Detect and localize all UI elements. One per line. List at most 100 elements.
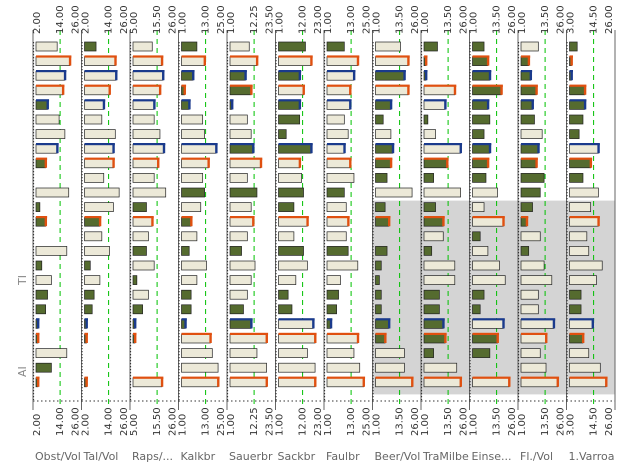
data-bar-accent <box>583 100 587 110</box>
axis-tick-label: 1.00 <box>323 12 334 34</box>
data-bar-accent <box>442 319 445 329</box>
axis-tick-label: 1.00 <box>372 12 383 34</box>
data-bar <box>423 41 438 52</box>
data-bar <box>326 333 359 344</box>
data-bar-accent <box>298 158 302 168</box>
data-bar <box>326 348 355 358</box>
data-bar-accent <box>569 157 593 160</box>
axis-tick-label: 26.00 <box>556 407 567 436</box>
axis-tick-label: 26.00 <box>71 407 82 436</box>
data-bar <box>520 202 533 212</box>
data-bar <box>229 216 254 227</box>
axis-tick-label: 14.00 <box>55 5 66 34</box>
data-bar-accent <box>181 216 193 219</box>
data-bar-accent <box>570 71 573 81</box>
data-bar-accent <box>535 85 538 95</box>
data-bar <box>375 143 394 154</box>
data-bar <box>229 70 246 81</box>
data-bar <box>181 56 205 66</box>
data-bar-accent <box>556 377 559 387</box>
data-bar <box>472 114 491 125</box>
data-bar-accent <box>36 55 72 58</box>
data-bar <box>132 85 161 96</box>
axis-tick-label: 14.50 <box>589 5 600 34</box>
data-bar-accent <box>569 143 600 146</box>
data-bar <box>472 129 485 139</box>
data-bar-accent <box>61 85 65 95</box>
data-bar <box>472 158 489 169</box>
data-bar-accent <box>597 217 600 227</box>
data-bar <box>181 246 190 256</box>
data-bar-accent <box>63 71 67 81</box>
column-header: 1.Varroa <box>569 450 615 463</box>
data-bar-accent <box>133 318 137 321</box>
data-bar-accent <box>133 216 154 219</box>
data-bar-accent <box>525 217 529 227</box>
data-bar <box>35 289 48 300</box>
axis-tick-label: 15.50 <box>152 5 163 34</box>
data-bar <box>423 304 440 315</box>
data-bar <box>520 173 545 183</box>
data-bar <box>132 56 163 66</box>
data-bar <box>132 100 155 110</box>
data-bar <box>132 202 147 212</box>
data-bar-accent <box>84 318 88 321</box>
data-bar-accent <box>343 144 346 154</box>
data-bar-accent <box>133 55 164 58</box>
data-bar <box>181 362 219 373</box>
data-bar <box>326 216 349 227</box>
data-bar-accent <box>36 70 67 73</box>
data-bar-accent <box>84 55 117 58</box>
data-bar-accent <box>160 56 164 66</box>
data-bar <box>569 143 599 154</box>
data-bar <box>375 216 390 227</box>
data-bar <box>84 231 103 242</box>
data-bar <box>181 187 205 198</box>
data-bar-accent <box>362 377 365 387</box>
data-bar <box>278 260 308 271</box>
data-bar-accent <box>157 158 160 168</box>
data-bar-accent <box>387 319 391 329</box>
data-bar-accent <box>472 55 490 58</box>
data-bar <box>472 377 510 388</box>
row-group-label: TI <box>16 275 29 286</box>
data-bar-accent <box>36 216 48 219</box>
data-bar-accent <box>215 144 218 154</box>
axis-tick-label: 13.50 <box>492 407 503 436</box>
data-bar <box>84 158 114 169</box>
data-bar-accent <box>424 216 445 219</box>
data-bar-accent <box>217 377 220 387</box>
data-bar <box>520 333 547 344</box>
axis-tick-label: 12.25 <box>249 407 260 436</box>
axis-tick-label: 26.00 <box>119 5 130 34</box>
data-bar-accent <box>521 332 548 335</box>
data-bar <box>132 377 163 388</box>
data-bar-accent <box>310 144 313 154</box>
data-bar <box>326 85 351 96</box>
data-bar-accent <box>347 217 350 227</box>
data-bar <box>35 158 46 169</box>
data-bar <box>423 100 446 110</box>
data-bar <box>229 143 254 154</box>
data-bar-accent <box>424 70 428 73</box>
data-bar-accent <box>472 332 500 335</box>
data-bar <box>520 377 558 388</box>
data-bar-accent <box>44 158 48 168</box>
data-bar <box>35 304 46 315</box>
data-bar <box>569 348 590 358</box>
data-bar <box>423 143 461 154</box>
axis-tick-label: 1.00 <box>517 414 528 436</box>
data-bar <box>423 275 456 285</box>
data-bar-accent <box>298 71 302 81</box>
data-bar-accent <box>472 376 511 379</box>
data-bar-accent <box>569 216 600 219</box>
data-bar-accent <box>192 71 195 81</box>
data-bar <box>84 275 101 285</box>
column-header: Raps/... <box>132 450 173 463</box>
data-bar-accent <box>521 143 540 146</box>
data-bar <box>35 260 43 271</box>
data-bar <box>375 362 405 373</box>
data-bar <box>520 114 535 125</box>
axis-tick-label: 12.00 <box>298 407 309 436</box>
data-bar-accent <box>527 56 531 66</box>
